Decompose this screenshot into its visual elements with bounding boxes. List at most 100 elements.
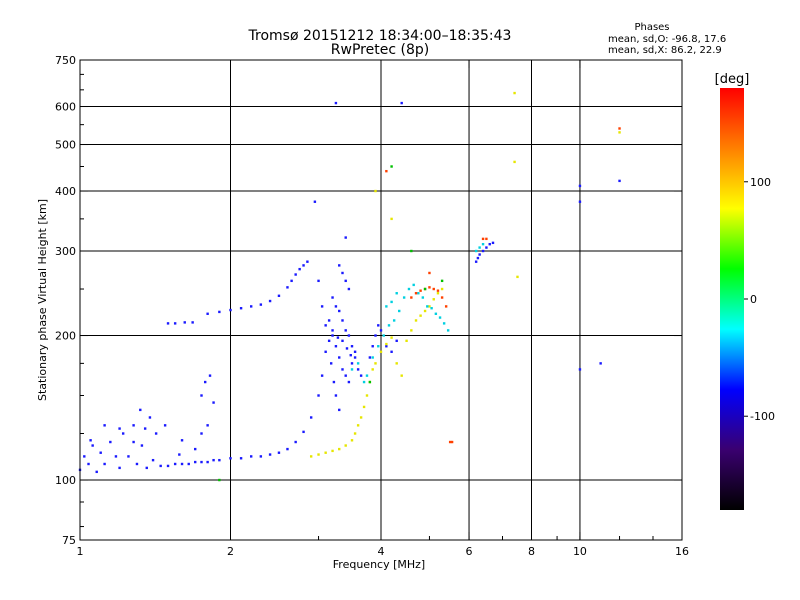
data-point xyxy=(109,440,112,444)
data-point xyxy=(151,458,155,462)
data-point xyxy=(440,296,444,299)
data-point xyxy=(347,334,351,337)
data-point xyxy=(400,101,403,105)
data-point xyxy=(410,296,413,299)
data-point xyxy=(200,460,203,464)
data-point xyxy=(478,253,481,256)
data-point xyxy=(259,303,263,306)
data-point xyxy=(324,324,327,327)
data-point xyxy=(481,249,485,253)
data-point xyxy=(618,179,621,183)
data-point xyxy=(191,321,194,324)
data-point xyxy=(239,307,243,310)
data-point xyxy=(114,455,118,458)
data-point xyxy=(338,356,341,359)
data-point xyxy=(410,329,413,332)
data-point xyxy=(148,416,152,419)
data-point xyxy=(356,368,360,371)
data-point xyxy=(428,271,431,275)
data-point xyxy=(218,478,221,482)
data-point xyxy=(206,424,209,427)
data-point xyxy=(277,451,281,454)
data-point xyxy=(200,432,203,435)
data-point xyxy=(434,312,438,315)
data-point xyxy=(302,264,305,267)
data-point xyxy=(368,380,372,384)
data-point xyxy=(336,336,340,339)
data-point xyxy=(229,308,232,312)
data-point xyxy=(371,368,374,371)
data-point xyxy=(344,444,347,447)
chart-title: Tromsø 20151212 18:34:00–18:35:43 xyxy=(248,28,512,44)
data-point xyxy=(390,300,393,304)
phases-title: Phases xyxy=(634,22,669,33)
data-point xyxy=(379,329,383,332)
data-point xyxy=(362,380,366,384)
data-point xyxy=(440,287,444,291)
data-point xyxy=(448,440,452,444)
data-point xyxy=(371,345,374,348)
data-point xyxy=(349,353,352,357)
data-point xyxy=(385,342,388,346)
data-point xyxy=(208,374,212,377)
data-point xyxy=(180,462,184,466)
data-point xyxy=(432,287,435,291)
data-point xyxy=(353,432,357,435)
data-point xyxy=(344,374,347,377)
data-point xyxy=(324,350,327,353)
data-point xyxy=(365,374,369,377)
data-point xyxy=(578,184,582,188)
data-point xyxy=(341,339,344,343)
data-point xyxy=(400,374,403,377)
y-tick-label: 500 xyxy=(55,139,76,152)
data-point xyxy=(154,432,158,435)
data-point xyxy=(166,322,170,325)
data-point xyxy=(476,256,480,260)
data-point xyxy=(368,356,372,359)
data-point xyxy=(374,189,377,193)
points-layer xyxy=(78,91,621,482)
data-point xyxy=(599,362,602,365)
data-point xyxy=(395,292,398,295)
data-point xyxy=(350,368,354,371)
data-point xyxy=(353,350,357,353)
data-point xyxy=(135,462,139,466)
x-tick-label: 8 xyxy=(528,545,535,558)
data-point xyxy=(442,322,446,325)
data-point xyxy=(338,264,341,267)
data-point xyxy=(334,305,338,308)
data-point xyxy=(344,279,347,283)
data-point xyxy=(166,464,170,468)
data-point xyxy=(331,449,334,453)
data-point xyxy=(382,334,385,337)
y-tick-label: 75 xyxy=(62,534,76,547)
data-point xyxy=(379,350,383,353)
data-point xyxy=(345,347,349,350)
data-point xyxy=(259,455,263,458)
data-point xyxy=(430,307,433,310)
data-point xyxy=(302,430,305,434)
data-point xyxy=(478,246,481,249)
data-point xyxy=(178,453,181,456)
data-point xyxy=(286,286,289,289)
data-point xyxy=(317,279,320,283)
data-point xyxy=(334,345,338,348)
data-point xyxy=(446,329,450,332)
data-point xyxy=(140,444,144,447)
colorbar-label: [deg] xyxy=(715,72,750,87)
colorbar-tick-label: -100 xyxy=(750,410,775,423)
data-point xyxy=(229,457,232,460)
data-point xyxy=(405,339,408,343)
data-point xyxy=(132,424,135,427)
data-point xyxy=(331,296,334,299)
data-point xyxy=(200,394,203,397)
data-point xyxy=(206,312,209,315)
data-point xyxy=(145,466,148,470)
data-point xyxy=(347,380,351,384)
data-point xyxy=(618,127,621,130)
x-tick-label: 16 xyxy=(675,545,689,558)
data-point xyxy=(350,439,354,442)
data-point xyxy=(286,447,289,451)
data-point xyxy=(390,165,393,168)
data-point xyxy=(329,362,333,365)
